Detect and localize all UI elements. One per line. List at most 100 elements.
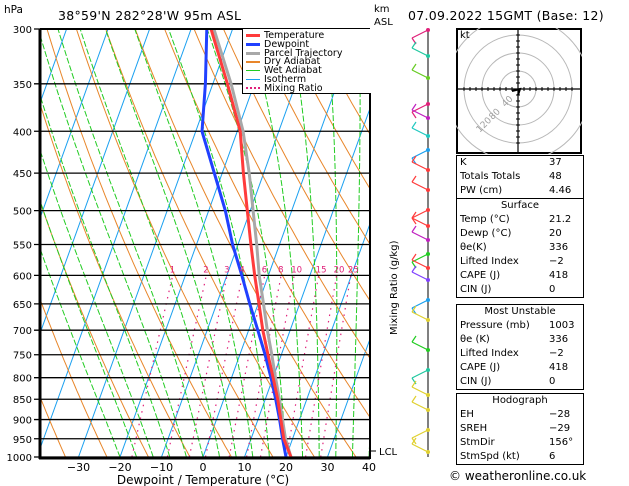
row-value: 336: [549, 242, 569, 253]
row-value: 20: [549, 228, 562, 239]
wind-barb: [411, 47, 429, 57]
most-unstable-title: Most Unstable: [484, 306, 556, 317]
row-label: K: [460, 157, 467, 168]
row-label: Pressure (mb): [460, 320, 530, 331]
wind-barb-flag: [411, 225, 417, 233]
wind-barb-flag: [411, 380, 417, 388]
mixing-ratio-labels: 1 2 3 4 6 8 10 15 20 25: [170, 265, 359, 275]
wind-barb: [411, 161, 429, 171]
table-row: Lifted Index −2: [457, 255, 583, 269]
pressure-tick-label: 450: [13, 169, 32, 180]
row-value: 21.2: [549, 214, 572, 225]
wind-barb: [411, 69, 429, 79]
row-label: Totals Totals: [460, 171, 521, 182]
table-row: Pressure (mb) 1003: [457, 319, 583, 333]
isotherm-line: [78, 29, 234, 457]
legend-label: Parcel Trajectory: [264, 47, 343, 59]
x-tick-label: 0: [200, 461, 207, 474]
wind-barb-flag: [411, 41, 417, 49]
table-row: K 37: [457, 156, 583, 170]
wind-barb-flag: [411, 63, 417, 71]
table-row: Temp (°C) 21.2: [457, 213, 583, 227]
row-label: θe(K): [460, 242, 487, 253]
legend-item: Temperature: [246, 31, 324, 40]
hodograph-table: Hodograph EH −28 SREH −29 StmDir 156° StmSpd (…: [456, 393, 584, 465]
x-tick-label: −10: [150, 461, 173, 474]
row-label: SREH: [460, 423, 488, 434]
legend-item: Dry Adiabat: [246, 56, 321, 68]
isotherm-line: [40, 29, 109, 220]
row-value: 1003: [549, 320, 575, 331]
wind-barb-flag: [411, 103, 417, 111]
datetime-label: 07.09.2022 15GMT (Base: 12): [408, 8, 604, 23]
pressure-tick-label: 700: [13, 326, 32, 337]
mixing-ratio-label: 4: [239, 265, 244, 275]
wind-barb: [411, 386, 429, 396]
table-row: CIN (J) 0: [457, 283, 583, 297]
isotherm-line: [202, 29, 358, 457]
mixing-ratio-label: 20: [334, 265, 345, 275]
lcl-label: LCL: [379, 447, 398, 458]
wind-barb-flag: [411, 121, 417, 129]
surface-title: Surface: [500, 200, 540, 211]
wind-barb-flag: [411, 437, 417, 445]
mixing-ratio-label: 8: [278, 265, 283, 275]
pressure-tick-label: 650: [13, 300, 32, 311]
wind-barb-flag: [411, 265, 417, 273]
chart-title: 38°59'N 282°28'W 95m ASL: [58, 8, 242, 23]
legend-swatch: [246, 34, 260, 37]
legend-item: Parcel Trajectory: [246, 47, 343, 59]
table-row: Dewp (°C) 20: [457, 227, 583, 241]
wind-barb: [411, 341, 429, 351]
x-tick-label: 20: [279, 461, 293, 474]
row-label: Lifted Index: [460, 348, 519, 359]
row-label: EH: [460, 409, 474, 420]
legend-swatch: [246, 69, 260, 72]
mixing-ratio-label: 3: [224, 265, 229, 275]
x-axis-label: Dewpoint / Temperature (°C): [117, 473, 289, 486]
pressure-tick-label: 500: [13, 207, 32, 218]
wind-barb: [411, 271, 429, 281]
wind-barb-flag: [411, 211, 417, 219]
legend-swatch: [246, 87, 260, 90]
wind-barb: [411, 401, 429, 411]
legend: Temperature Dewpoint Parcel Trajectory Dry …: [242, 29, 371, 94]
mixing-ratio-label: 1: [170, 265, 175, 275]
legend-swatch: [246, 42, 260, 46]
wind-barb: [411, 231, 429, 241]
table-row: StmSpd (kt) 6: [457, 450, 583, 464]
pressure-tick-label: 750: [13, 351, 32, 362]
row-value: 37: [549, 157, 562, 168]
dry-adiabat-line: [40, 395, 66, 457]
legend-item: Dewpoint: [246, 40, 309, 49]
pressure-tick-label: 300: [13, 25, 32, 36]
wind-barb: [411, 29, 429, 39]
wind-barb: [411, 217, 429, 227]
row-value: −2: [549, 256, 564, 267]
x-tick-label: 30: [321, 461, 335, 474]
altitude-unit-label-asl: ASL: [374, 17, 393, 28]
row-label: Lifted Index: [460, 256, 519, 267]
row-value: 0: [549, 284, 556, 295]
mixing-ratio-line: [305, 275, 338, 457]
wind-barb-flag: [411, 395, 417, 403]
row-label: CIN (J): [460, 284, 492, 295]
legend-label: Mixing Ratio: [264, 82, 323, 94]
row-label: Temp (°C): [460, 214, 510, 225]
mixing-ratio-line: [204, 275, 243, 457]
wind-barb-flag: [411, 305, 417, 313]
legend-label: Dry Adiabat: [264, 56, 321, 68]
mixing-ratio-label: 6: [262, 265, 267, 275]
wind-barbs: [411, 28, 430, 457]
mixing-ratio-label: 15: [316, 265, 327, 275]
pressure-unit-label: hPa: [4, 4, 23, 16]
pressure-tick-label: 850: [13, 395, 32, 406]
x-tick-label: 10: [238, 461, 252, 474]
most-unstable-table: Most Unstable Pressure (mb) 1003 θe (K) 336…: [456, 304, 584, 390]
row-value: −2: [549, 348, 564, 359]
credit-text: © weatheronline.co.uk: [449, 469, 587, 483]
table-row: PW (cm) 4.46: [457, 184, 583, 198]
dry-adiabat-line: [223, 29, 370, 302]
